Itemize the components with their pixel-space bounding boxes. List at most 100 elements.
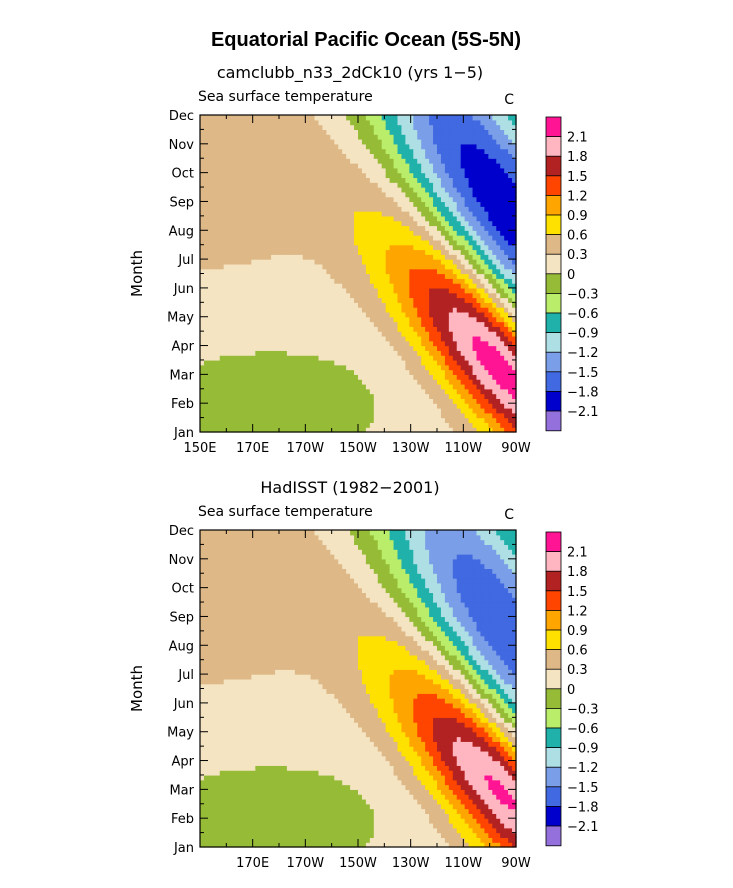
heatmap-cell bbox=[267, 211, 272, 217]
heatmap-cell bbox=[385, 206, 391, 212]
heatmap-cell bbox=[361, 364, 367, 371]
heatmap-cell bbox=[334, 316, 339, 323]
heatmap-cell bbox=[444, 297, 450, 303]
heatmap-cell bbox=[456, 398, 462, 404]
heatmap-cell bbox=[354, 379, 359, 385]
heatmap-cell bbox=[322, 273, 327, 279]
heatmap-cell bbox=[271, 158, 276, 164]
heatmap-cell bbox=[294, 153, 300, 159]
heatmap-cell bbox=[500, 239, 505, 246]
heatmap-cell bbox=[433, 427, 438, 433]
heatmap-cell bbox=[452, 163, 458, 169]
heatmap-cell bbox=[231, 220, 237, 227]
heatmap-cell bbox=[393, 422, 399, 428]
heatmap-cell bbox=[401, 206, 406, 212]
heatmap-cell bbox=[267, 326, 272, 332]
heatmap-cell bbox=[480, 220, 485, 227]
heatmap-cell bbox=[318, 235, 324, 241]
heatmap-cell bbox=[294, 369, 300, 375]
heatmap-cell bbox=[322, 187, 327, 193]
heatmap-cell bbox=[381, 364, 387, 371]
heatmap-cell bbox=[476, 326, 482, 332]
heatmap-cell bbox=[440, 374, 446, 380]
heatmap-cell bbox=[310, 268, 316, 275]
heatmap-cell bbox=[468, 403, 474, 409]
heatmap-cell bbox=[460, 407, 466, 414]
heatmap-cell bbox=[255, 335, 260, 342]
heatmap-cell bbox=[282, 407, 288, 414]
heatmap-cell bbox=[476, 153, 482, 159]
heatmap-cell bbox=[496, 427, 501, 433]
heatmap-cell bbox=[397, 139, 403, 145]
heatmap-cell bbox=[472, 244, 478, 251]
heatmap-cell bbox=[306, 407, 312, 414]
heatmap-cell bbox=[433, 359, 438, 366]
heatmap-cell bbox=[361, 172, 367, 179]
heatmap-cell bbox=[314, 177, 320, 183]
heatmap-cell bbox=[460, 278, 466, 284]
heatmap-cell bbox=[338, 427, 343, 433]
heatmap-cell bbox=[231, 191, 237, 198]
heatmap-cell bbox=[500, 139, 505, 145]
heatmap-cell bbox=[255, 412, 260, 419]
heatmap-cell bbox=[488, 326, 493, 332]
heatmap-cell bbox=[203, 287, 209, 294]
heatmap-cell bbox=[227, 369, 233, 375]
heatmap-cell bbox=[342, 163, 347, 169]
heatmap-cell bbox=[508, 311, 513, 318]
heatmap-cell bbox=[211, 206, 217, 212]
heatmap-cell bbox=[401, 403, 406, 409]
heatmap-cell bbox=[389, 283, 395, 289]
heatmap-cell bbox=[298, 129, 304, 135]
heatmap-cell bbox=[302, 350, 308, 356]
heatmap-cell bbox=[286, 331, 292, 337]
heatmap-cell bbox=[425, 268, 430, 275]
heatmap-cell bbox=[405, 268, 410, 275]
heatmap-cell bbox=[472, 407, 478, 414]
heatmap-cell bbox=[342, 383, 347, 390]
heatmap-cell bbox=[342, 225, 347, 231]
heatmap-cell bbox=[251, 153, 256, 159]
heatmap-cell bbox=[279, 321, 284, 327]
heatmap-cell bbox=[381, 153, 387, 159]
heatmap-cell bbox=[243, 268, 248, 275]
heatmap-cell bbox=[385, 143, 391, 150]
heatmap-cell bbox=[440, 273, 446, 279]
heatmap-cell bbox=[397, 278, 403, 284]
heatmap-cell bbox=[235, 311, 241, 318]
heatmap-cell bbox=[275, 364, 280, 371]
heatmap-cell bbox=[263, 388, 268, 395]
heatmap-cell bbox=[361, 220, 367, 227]
heatmap-cell bbox=[437, 206, 442, 212]
heatmap-cell bbox=[267, 398, 272, 404]
heatmap-cell bbox=[381, 379, 387, 385]
heatmap-cell bbox=[203, 393, 209, 399]
heatmap-cell bbox=[433, 163, 438, 169]
heatmap-cell bbox=[286, 206, 292, 212]
heatmap-cell bbox=[282, 383, 288, 390]
heatmap-cell bbox=[282, 417, 288, 423]
heatmap-cell bbox=[251, 249, 256, 255]
heatmap-cell bbox=[239, 369, 245, 375]
heatmap-cell bbox=[401, 201, 406, 207]
heatmap-cell bbox=[200, 326, 205, 332]
heatmap-cell bbox=[326, 268, 331, 275]
heatmap-cell bbox=[452, 335, 458, 342]
heatmap-cell bbox=[350, 297, 355, 303]
heatmap-cell bbox=[211, 235, 217, 241]
heatmap-cell bbox=[318, 220, 324, 227]
heatmap-cell bbox=[417, 273, 422, 279]
heatmap-cell bbox=[203, 235, 209, 241]
heatmap-cell bbox=[385, 153, 391, 159]
heatmap-cell bbox=[203, 143, 209, 150]
heatmap-cell bbox=[200, 321, 205, 327]
heatmap-cell bbox=[203, 249, 209, 255]
heatmap-cell bbox=[476, 287, 482, 294]
heatmap-cell bbox=[358, 177, 363, 183]
heatmap-cell bbox=[417, 163, 422, 169]
heatmap-cell bbox=[433, 158, 438, 164]
heatmap-cell bbox=[401, 297, 406, 303]
heatmap-cell bbox=[468, 244, 474, 251]
heatmap-cell bbox=[405, 302, 410, 308]
heatmap-cell bbox=[492, 143, 497, 150]
